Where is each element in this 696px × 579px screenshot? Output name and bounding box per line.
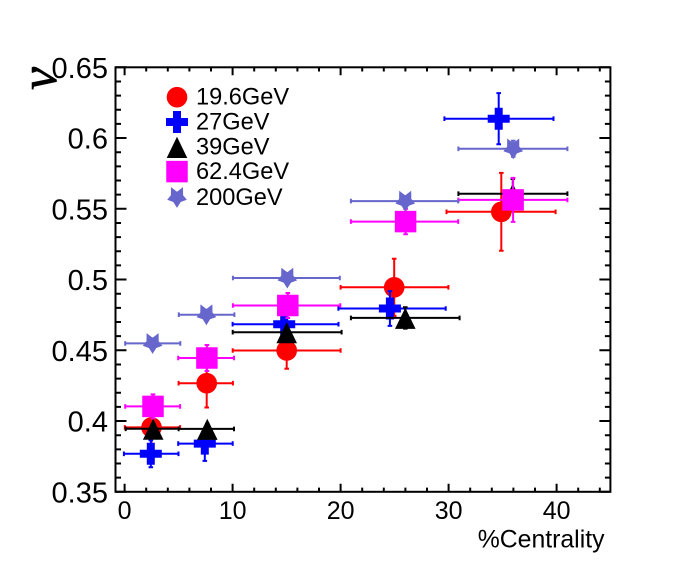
svg-text:27GeV: 27GeV <box>196 109 270 135</box>
svg-text:0.35: 0.35 <box>52 477 108 509</box>
svg-text:10: 10 <box>219 497 247 525</box>
svg-text:62.4GeV: 62.4GeV <box>196 159 289 185</box>
svg-text:30: 30 <box>435 497 463 525</box>
svg-text:0.5: 0.5 <box>68 265 108 297</box>
svg-text:%Centrality: %Centrality <box>478 527 605 554</box>
svg-text:40: 40 <box>543 497 571 525</box>
svg-text:19.6GeV: 19.6GeV <box>196 85 289 111</box>
svg-text:ν: ν <box>11 66 68 90</box>
svg-text:0.45: 0.45 <box>52 336 108 368</box>
svg-text:0.65: 0.65 <box>52 53 108 85</box>
svg-text:0.4: 0.4 <box>68 407 108 439</box>
svg-text:0.6: 0.6 <box>68 124 108 156</box>
svg-text:200GeV: 200GeV <box>196 185 283 211</box>
svg-text:39GeV: 39GeV <box>196 134 270 160</box>
svg-text:0.55: 0.55 <box>52 194 108 226</box>
svg-text:0: 0 <box>118 497 132 525</box>
svg-text:20: 20 <box>327 497 355 525</box>
